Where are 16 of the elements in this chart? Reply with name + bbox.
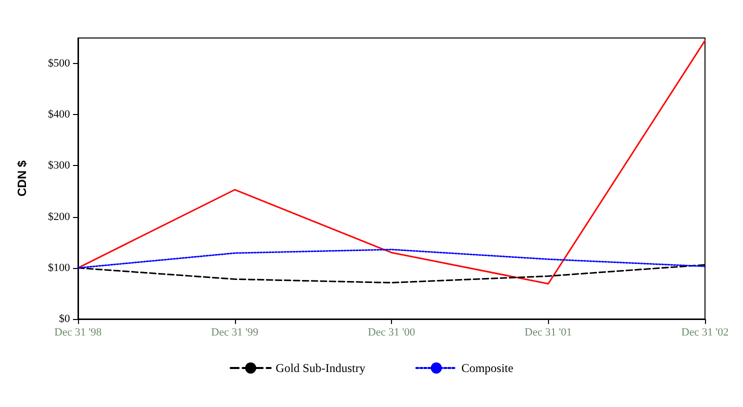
y-tick-label: $200 — [48, 210, 70, 223]
line-series — [77, 40, 706, 284]
legend-label: Composite — [461, 361, 514, 375]
x-tick-label: Dec 31 '99 — [211, 326, 259, 338]
y-tick-label: $0 — [59, 313, 70, 325]
x-tick-label: Dec 31 '98 — [54, 326, 102, 338]
x-tick-label: Dec 31 '01 — [524, 326, 572, 338]
y-tick-label: $400 — [48, 108, 70, 121]
y-axis-title: CDN $ — [15, 160, 29, 197]
y-tick-label: $500 — [48, 58, 70, 70]
y-tick-label: $100 — [48, 262, 70, 274]
x-tick-label: Dec 31 '02 — [681, 326, 729, 338]
y-tick-label: $300 — [48, 160, 70, 172]
legend-label: Gold Sub-Industry — [276, 361, 366, 375]
x-tick-label: Dec 31 '00 — [368, 326, 416, 338]
line-series — [77, 248, 706, 269]
